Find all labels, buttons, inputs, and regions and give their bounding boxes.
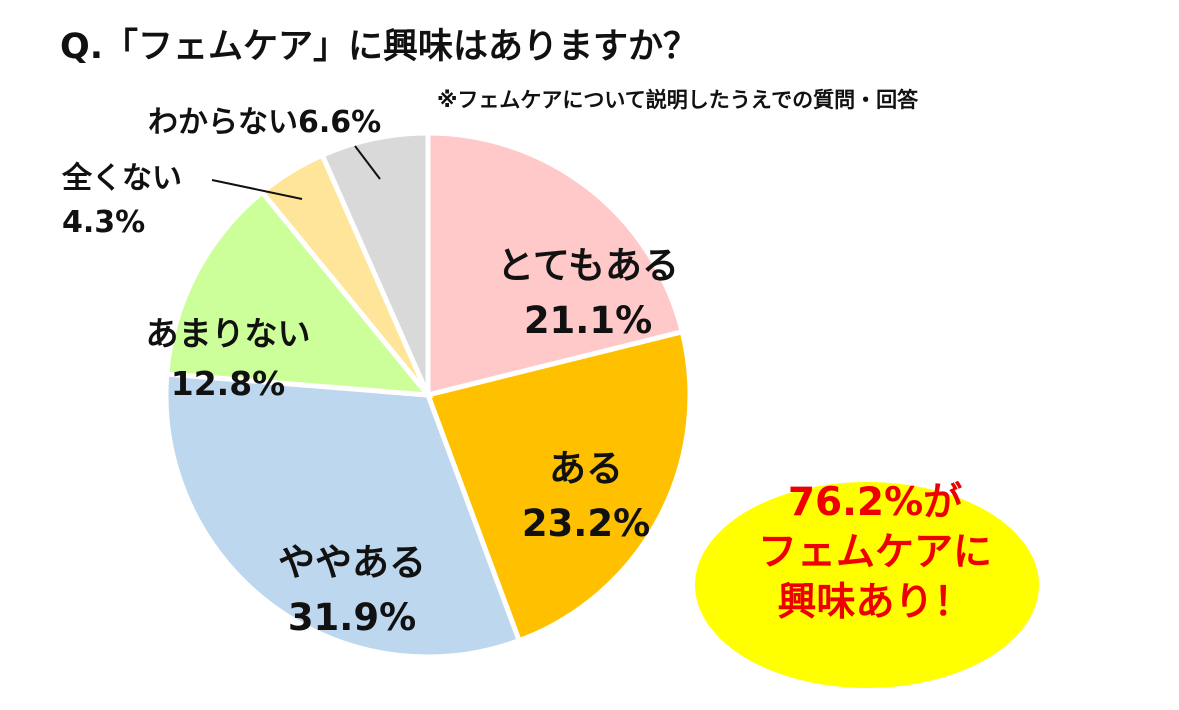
- pie-slice-slightly: [163, 371, 523, 660]
- pie-slice-notmuch: [164, 188, 434, 398]
- slice-value-notatall: 4.3%: [62, 205, 145, 240]
- slice-label-some: ある: [549, 447, 623, 490]
- chart-note: ※フェムケアについて説明したうえでの質問・回答: [437, 88, 919, 112]
- slice-value-slightly: 31.9%: [288, 596, 416, 639]
- slice-value-very: 21.1%: [524, 299, 652, 342]
- callout-text: 76.2%が フェムケアに 興味あり！: [703, 478, 1047, 628]
- slice-value-some: 23.2%: [522, 502, 650, 545]
- chart-title: Q.「フェムケア」に興味はありますか？: [60, 27, 699, 67]
- pie-slice-unknown: [319, 130, 431, 397]
- leader-line: [354, 145, 381, 180]
- pie-slices: [163, 130, 693, 660]
- pie-slice-some: [424, 328, 693, 644]
- callout-line: 76.2%が: [787, 480, 963, 525]
- slice-label-notmuch: あまりない: [146, 314, 311, 353]
- callout-line: フェムケアに: [757, 530, 992, 575]
- slice-value-notmuch: 12.8%: [171, 364, 286, 403]
- callout-ellipse: [695, 482, 1039, 688]
- leader-line: [211, 179, 303, 200]
- pie-slice-very: [425, 130, 686, 399]
- slice-label-very: とてもある: [497, 244, 679, 287]
- slice-label-unknown: わからない6.6%: [148, 105, 381, 140]
- callout-line: 興味あり！: [777, 580, 973, 625]
- slice-label-notatall: 全くない: [61, 161, 182, 196]
- slice-label-slightly: ややある: [278, 541, 426, 584]
